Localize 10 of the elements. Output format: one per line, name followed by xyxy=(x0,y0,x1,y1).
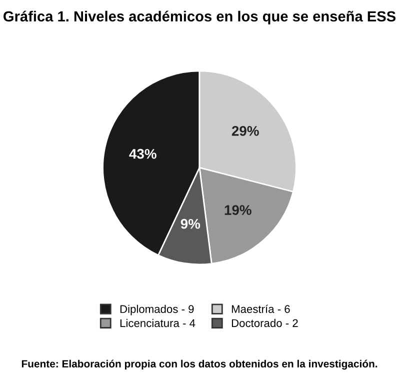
legend-label: Maestría - 6 xyxy=(232,304,290,314)
data-label: 43% xyxy=(129,148,156,159)
legend-label: Diplomados - 9 xyxy=(120,304,194,316)
chart-title: Gráfica 1. Niveles académicos en los que se enseña ESS xyxy=(4,10,396,24)
data-label: 9% xyxy=(180,218,200,229)
legend-label: Doctorado - 2 xyxy=(232,318,298,328)
data-label: 29% xyxy=(232,126,259,136)
data-label: 19% xyxy=(224,205,252,215)
source-note: Fuente: Elaboración propia con los datos obtenidos en la investigación. xyxy=(22,360,378,370)
legend-label: Licenciatura - 4 xyxy=(120,318,196,328)
